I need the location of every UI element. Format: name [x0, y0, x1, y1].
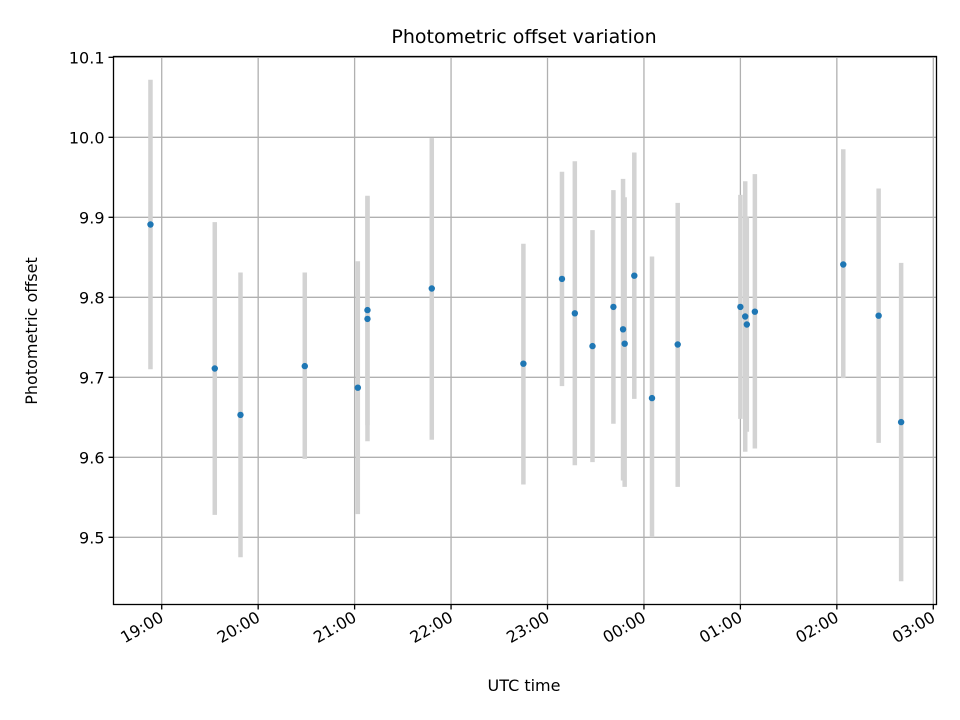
data-point: [840, 261, 847, 268]
data-point: [743, 321, 751, 328]
x-axis-label: UTC time: [488, 676, 561, 695]
y-tick-label: 10.1: [69, 48, 105, 67]
x-axis-ticks: 19:00 20:00 21:00 22:00 23:00 00:00 01:00 02:00…: [117, 604, 938, 648]
error-bars: [148, 79, 904, 582]
y-tick-label: 9.7: [79, 368, 104, 387]
data-point: [571, 310, 579, 317]
x-tick-label: 23:00: [503, 608, 552, 648]
data-point: [648, 394, 656, 402]
data-point: [610, 303, 617, 311]
data-point: [875, 312, 882, 319]
data-point: [897, 418, 905, 426]
data-point: [428, 285, 435, 292]
data-point: [211, 365, 218, 372]
data-point: [364, 306, 371, 314]
data-point: [737, 303, 744, 311]
y-axis-label: Photometric offset: [22, 257, 41, 405]
data-points: [147, 221, 905, 426]
data-point: [742, 313, 749, 320]
data-point: [631, 272, 638, 279]
data-point: [364, 315, 371, 323]
data-point: [619, 326, 627, 333]
x-tick-label: 20:00: [214, 608, 263, 648]
x-tick-label: 00:00: [600, 608, 649, 648]
x-tick-label: 02:00: [792, 608, 841, 648]
x-tick-label: 21:00: [310, 608, 359, 648]
x-tick-label: 22:00: [407, 608, 456, 648]
data-point: [558, 275, 566, 283]
data-point: [621, 340, 628, 347]
data-point: [147, 221, 154, 228]
x-tick-label: 03:00: [889, 608, 938, 648]
chart-title: Photometric offset variation: [391, 26, 656, 48]
data-point: [354, 384, 362, 391]
y-tick-label: 9.6: [79, 448, 104, 467]
y-tick-label: 9.9: [79, 208, 104, 227]
data-point: [301, 362, 308, 370]
y-axis-ticks: 9.5 9.6 9.7 9.8 9.9 10.0 10.1: [69, 48, 114, 547]
data-point: [237, 411, 244, 419]
data-point: [589, 342, 596, 350]
data-point: [520, 360, 527, 367]
x-tick-label: 19:00: [117, 608, 166, 648]
data-point: [751, 308, 759, 315]
data-point: [674, 341, 681, 348]
x-tick-label: 01:00: [696, 608, 745, 648]
y-tick-label: 9.8: [79, 288, 104, 307]
plot-frame: [112, 55, 938, 606]
y-tick-label: 10.0: [69, 128, 105, 147]
y-tick-label: 9.5: [79, 528, 104, 547]
